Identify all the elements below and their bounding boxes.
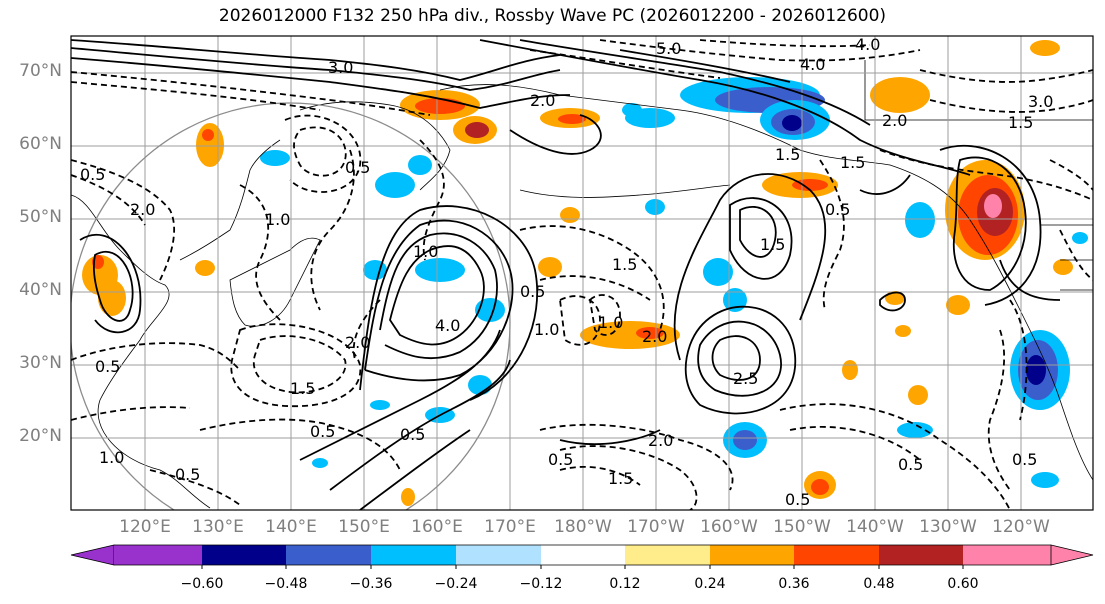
contour-label: 0.5 [1012,450,1037,469]
contour-label: 2.0 [345,333,370,352]
contour-label: 0.5 [345,158,370,177]
contour-label: 4.0 [855,35,880,54]
contour-label: 2.5 [733,369,758,388]
contour-label: 0.5 [825,200,850,219]
lon-label: 130°W [919,517,977,537]
colorbar-segment [710,545,794,565]
contour-label: 4.0 [800,55,825,74]
colorbar-segment [963,545,1051,565]
lat-label: 60°N [19,134,62,154]
lon-label: 170°E [484,517,536,537]
colorbar-tick-label: 0.36 [778,576,810,592]
coastlines [71,60,1093,509]
contour-label: 2.0 [648,431,673,450]
colorbar [70,544,1094,569]
lon-label: 160°W [700,517,758,537]
contour-label: 1.5 [612,255,637,274]
colorbar-segment [114,545,202,565]
colorbar-tick-label: −0.48 [264,576,308,592]
range-circle [71,102,511,510]
lat-label: 30°N [19,353,62,373]
colorbar-segment [371,545,456,565]
lon-label: 150°E [338,517,390,537]
contour-label: 0.5 [898,455,923,474]
contour-labels: 3.0 5.0 4.0 2.0 2.0 1.0 1.5 1.5 1.0 0.5 … [80,35,1053,509]
graticule [71,36,1093,510]
colorbar-tick-label: −0.60 [180,576,224,592]
colorbar-tick-label: 0.48 [863,576,895,592]
contour-label: 0.5 [520,282,545,301]
colorbar-tick-label: 0.60 [947,576,979,592]
lon-label: 120°E [119,517,171,537]
lon-label: 150°W [773,517,831,537]
contour-label: 2.0 [530,91,555,110]
colorbar-tick-label: 0.12 [609,576,641,592]
contour-label: 1.0 [413,242,438,261]
lon-label: 140°E [265,517,317,537]
contour-label: 0.5 [80,165,105,184]
contour-label: 5.0 [656,39,681,58]
dashed-contours [71,39,1093,510]
colorbar-tick-label: 0.24 [694,576,726,592]
colorbar-segment [625,545,710,565]
map-frame [70,35,1094,511]
contour-label: 2.0 [642,327,667,346]
contour-label: 1.5 [1008,113,1033,132]
colorbar-extend-right [1050,544,1094,566]
contour-label: 1.0 [265,210,290,229]
contour-label: 1.5 [760,235,785,254]
contour-label: 0.5 [785,490,810,509]
plot-title: 2026012000 F132 250 hPa div., Rossby Wav… [218,6,887,26]
contour-label: 0.5 [95,357,120,376]
contour-label: 0.5 [548,450,573,469]
contour-label: 3.0 [1028,92,1053,111]
colorbar-extend-left [70,544,115,566]
contour-label: 2.0 [882,111,907,130]
contour-label: 1.5 [840,153,865,172]
contour-label: 3.0 [328,58,353,77]
colorbar-tick-label: −0.12 [519,576,563,592]
lat-label: 70°N [19,61,62,81]
contour-label: 0.5 [310,422,335,441]
contour-label: 0.5 [400,425,425,444]
lon-label: 160°E [411,517,463,537]
colorbar-segment [456,545,541,565]
colorbar-segment [541,545,625,565]
contour-label: 1.5 [608,469,633,488]
contour-label: 1.5 [775,145,800,164]
colorbar-segment [879,545,963,565]
lat-label: 40°N [19,280,62,300]
lon-label: 120°W [992,517,1050,537]
contour-label: 0.5 [175,465,200,484]
colorbar-tick-label: −0.24 [434,576,478,592]
contour-label: 1.0 [534,320,559,339]
colorbar-segment [286,545,371,565]
colorbar-segment [794,545,879,565]
contour-label: 1.0 [99,448,124,467]
contour-label: 1.0 [598,313,623,332]
contour-label: 1.5 [290,379,315,398]
colorbar-tick-label: −0.36 [349,576,393,592]
solid-contours [71,39,1061,510]
lon-label: 180°W [554,517,612,537]
lon-label: 140°W [846,517,904,537]
lon-label: 170°W [627,517,685,537]
lon-label: 130°E [192,517,244,537]
colorbar-segment [202,545,286,565]
lat-label: 50°N [19,207,62,227]
contour-label: 2.0 [130,200,155,219]
lat-label: 20°N [19,426,62,446]
contour-label: 4.0 [435,316,460,335]
